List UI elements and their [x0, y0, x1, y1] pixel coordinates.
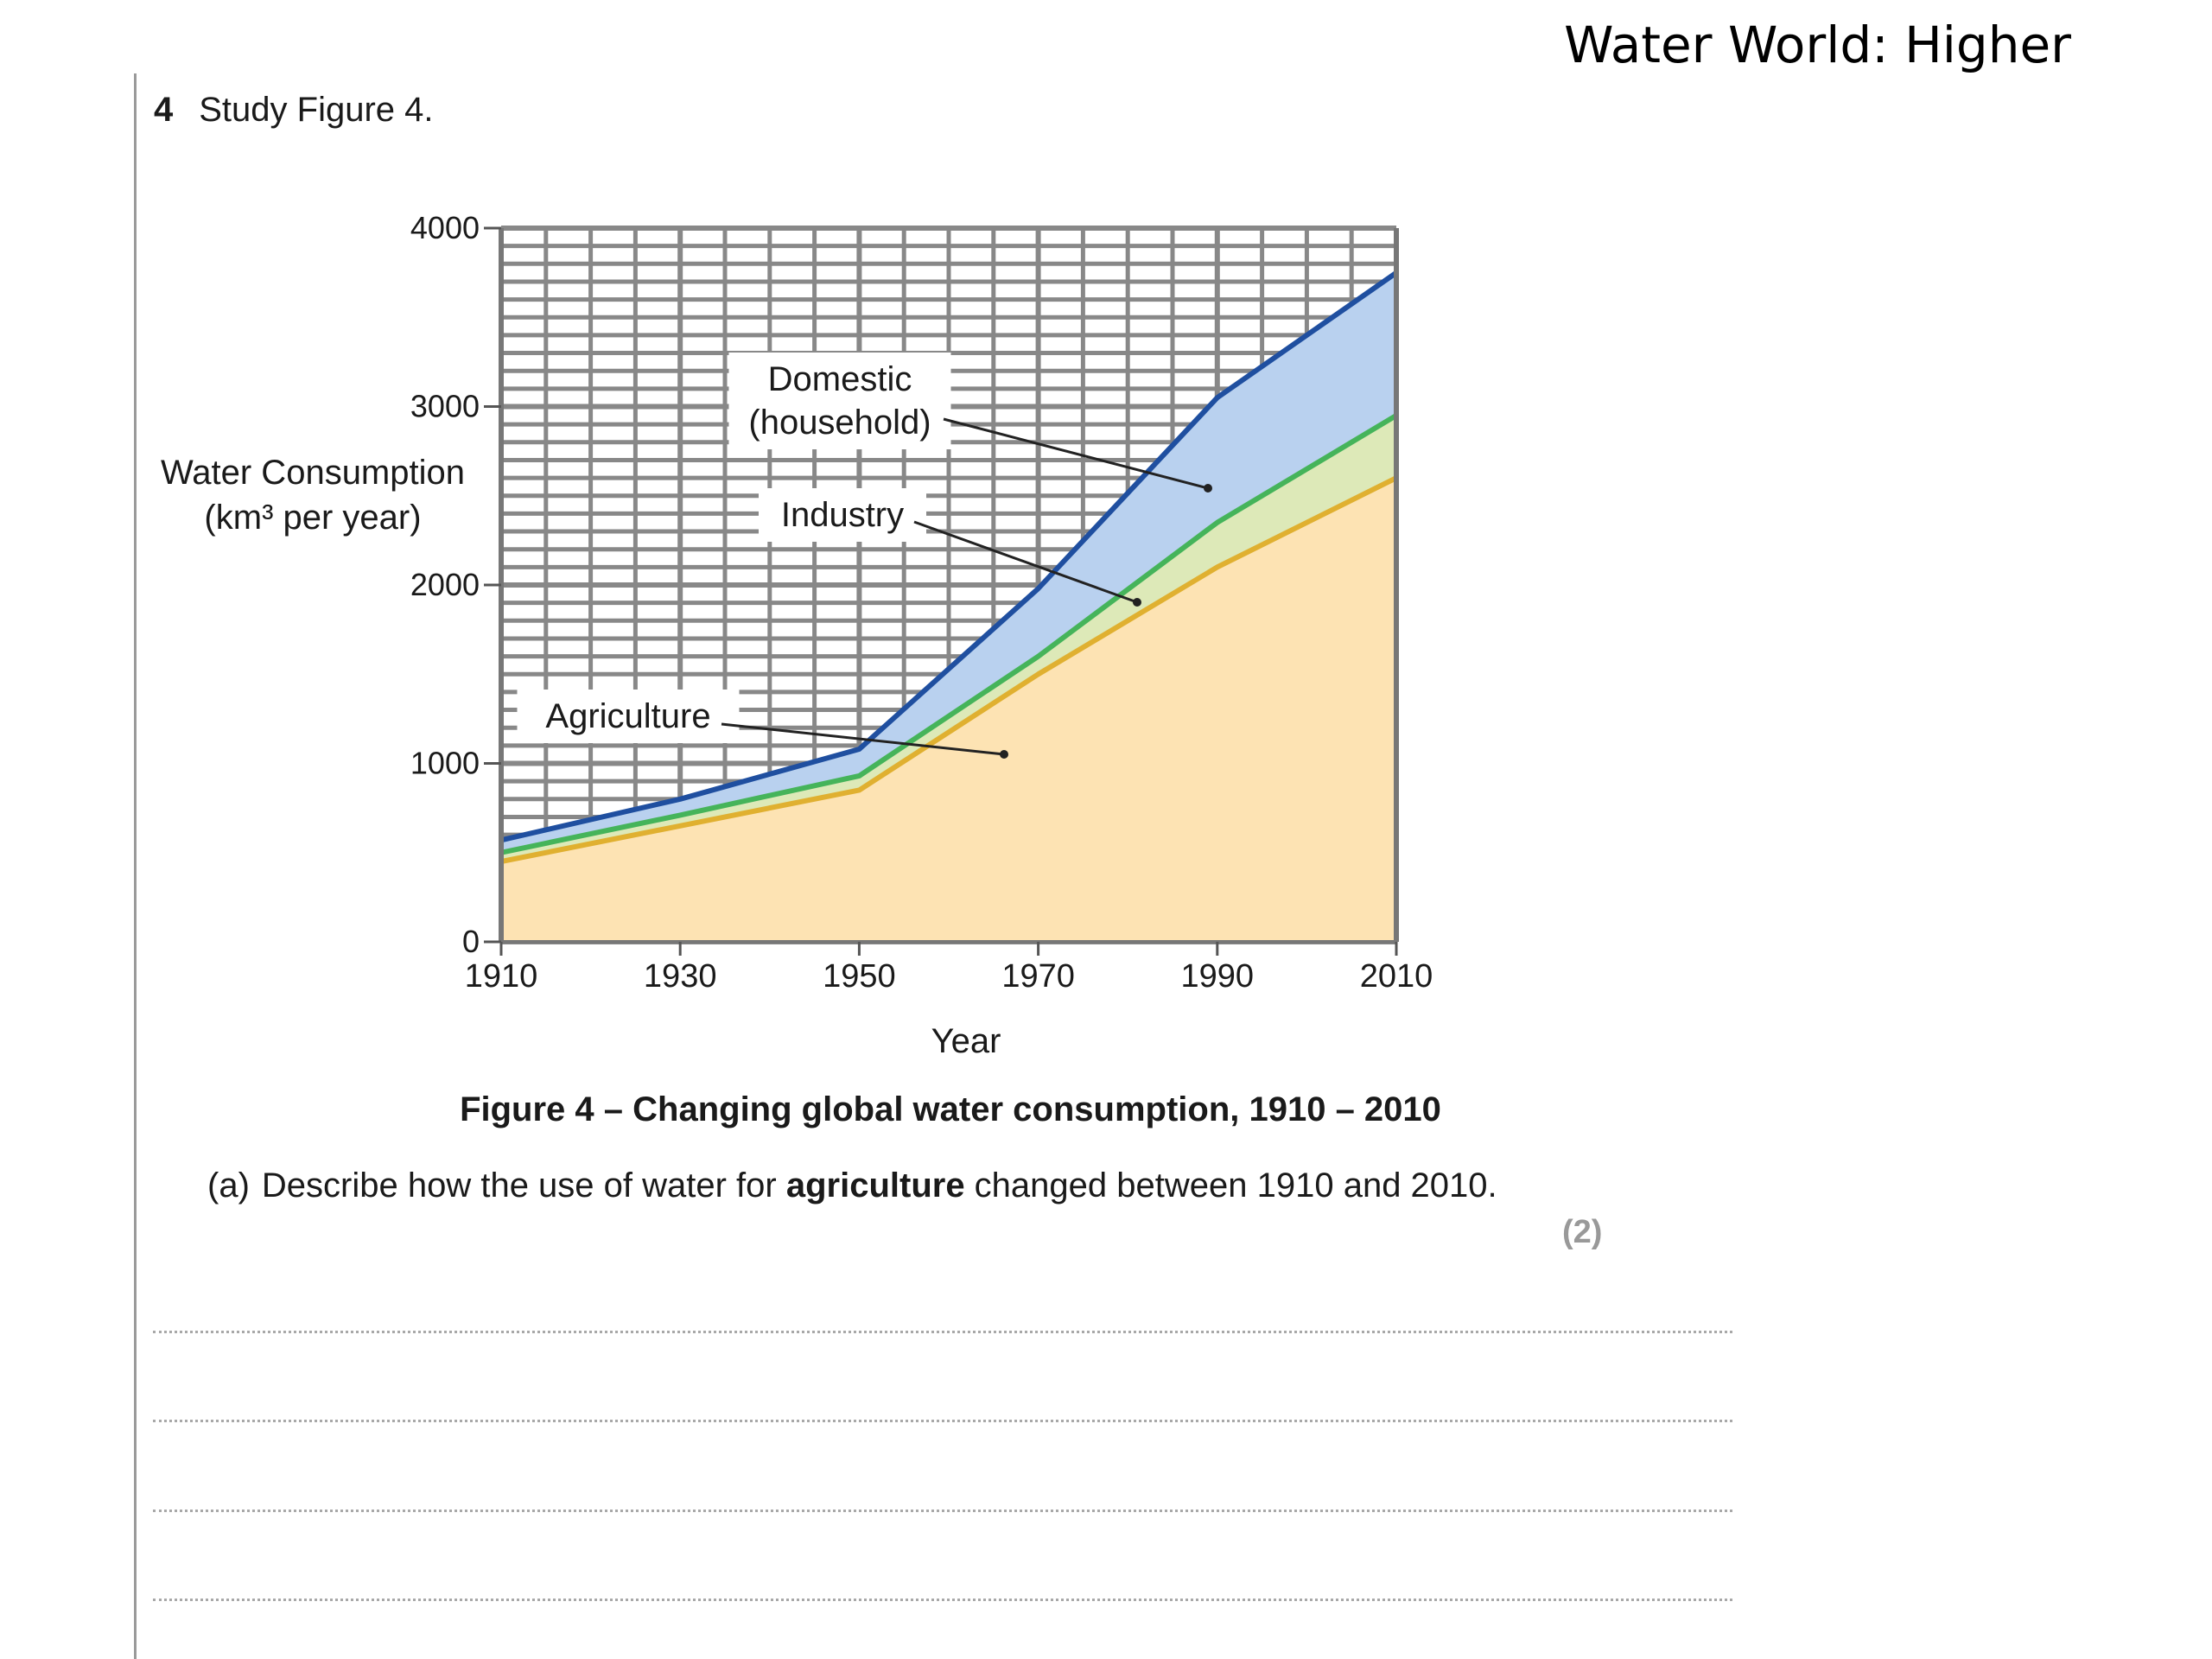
x-tick-label: 1910 — [465, 958, 538, 995]
question-instruction: Study Figure 4. — [199, 91, 434, 129]
answer-line-3[interactable] — [153, 1510, 1732, 1512]
margin-rule — [134, 73, 137, 1659]
y-tick-label: 0 — [462, 924, 480, 959]
label-industry-text: Industry — [781, 496, 904, 534]
y-axis-label-units: (km³ per year) — [204, 499, 421, 537]
subquestion-text-after: changed between 1910 and 2010. — [964, 1166, 1497, 1205]
chart-series-lines — [500, 270, 1398, 865]
y-tick-label: 3000 — [410, 389, 480, 424]
label-agriculture-box — [517, 690, 740, 743]
label-domestic-text: Domestic — [768, 360, 912, 398]
subquestion-text-before: Describe how the use of water for — [261, 1166, 786, 1205]
figure-caption: Figure 4 – Changing global water consump… — [460, 1090, 1441, 1128]
label-domestic-leader-line — [943, 417, 1209, 490]
series-line-agriculture — [500, 475, 1398, 865]
label-domestic-leader-dot — [1204, 484, 1212, 493]
page-header-title: Water World: Higher — [1564, 16, 2071, 74]
y-axis-label: Water Consumption — [161, 454, 465, 492]
label-industry-leader-dot — [1133, 598, 1141, 607]
question-heading: 4 Study Figure 4. — [154, 91, 434, 130]
answer-line-2[interactable] — [153, 1420, 1732, 1422]
x-tick-label: 1970 — [1001, 958, 1075, 995]
y-tick-label: 4000 — [410, 210, 480, 245]
label-domestic-box — [728, 353, 951, 449]
label-agriculture-leader-line — [721, 722, 1005, 756]
label-industry-box — [759, 488, 926, 542]
subquestion-text-bold: agriculture — [785, 1166, 965, 1205]
label-agriculture-leader-dot — [1000, 750, 1008, 759]
subquestion-label: (a) — [207, 1166, 250, 1205]
x-tick-label: 1950 — [823, 958, 896, 995]
label-domestic-text: (household) — [748, 404, 931, 442]
answer-line-4[interactable] — [153, 1599, 1732, 1601]
x-tick-label: 1990 — [1181, 958, 1255, 995]
marks-indicator: (2) — [1562, 1214, 1603, 1250]
question-number: 4 — [154, 91, 174, 129]
chart-areas — [501, 272, 1396, 942]
y-tick-label: 1000 — [410, 746, 480, 781]
label-agriculture-text: Agriculture — [545, 697, 710, 735]
x-tick-label: 2010 — [1360, 958, 1433, 995]
series-line-industry — [500, 413, 1398, 855]
label-industry-leader-line — [913, 520, 1138, 604]
y-tick-label: 2000 — [410, 567, 480, 602]
x-axis-label: Year — [931, 1022, 1001, 1060]
answer-line-1[interactable] — [153, 1331, 1732, 1333]
subquestion-a: (a) Describe how the use of water for agr… — [207, 1166, 1497, 1205]
area-agriculture — [501, 478, 1396, 942]
chart-annotations: Domestic (household) Industry Agriculture — [517, 353, 1212, 759]
x-tick-label: 1930 — [644, 958, 717, 995]
series-line-domestic — [500, 270, 1398, 843]
